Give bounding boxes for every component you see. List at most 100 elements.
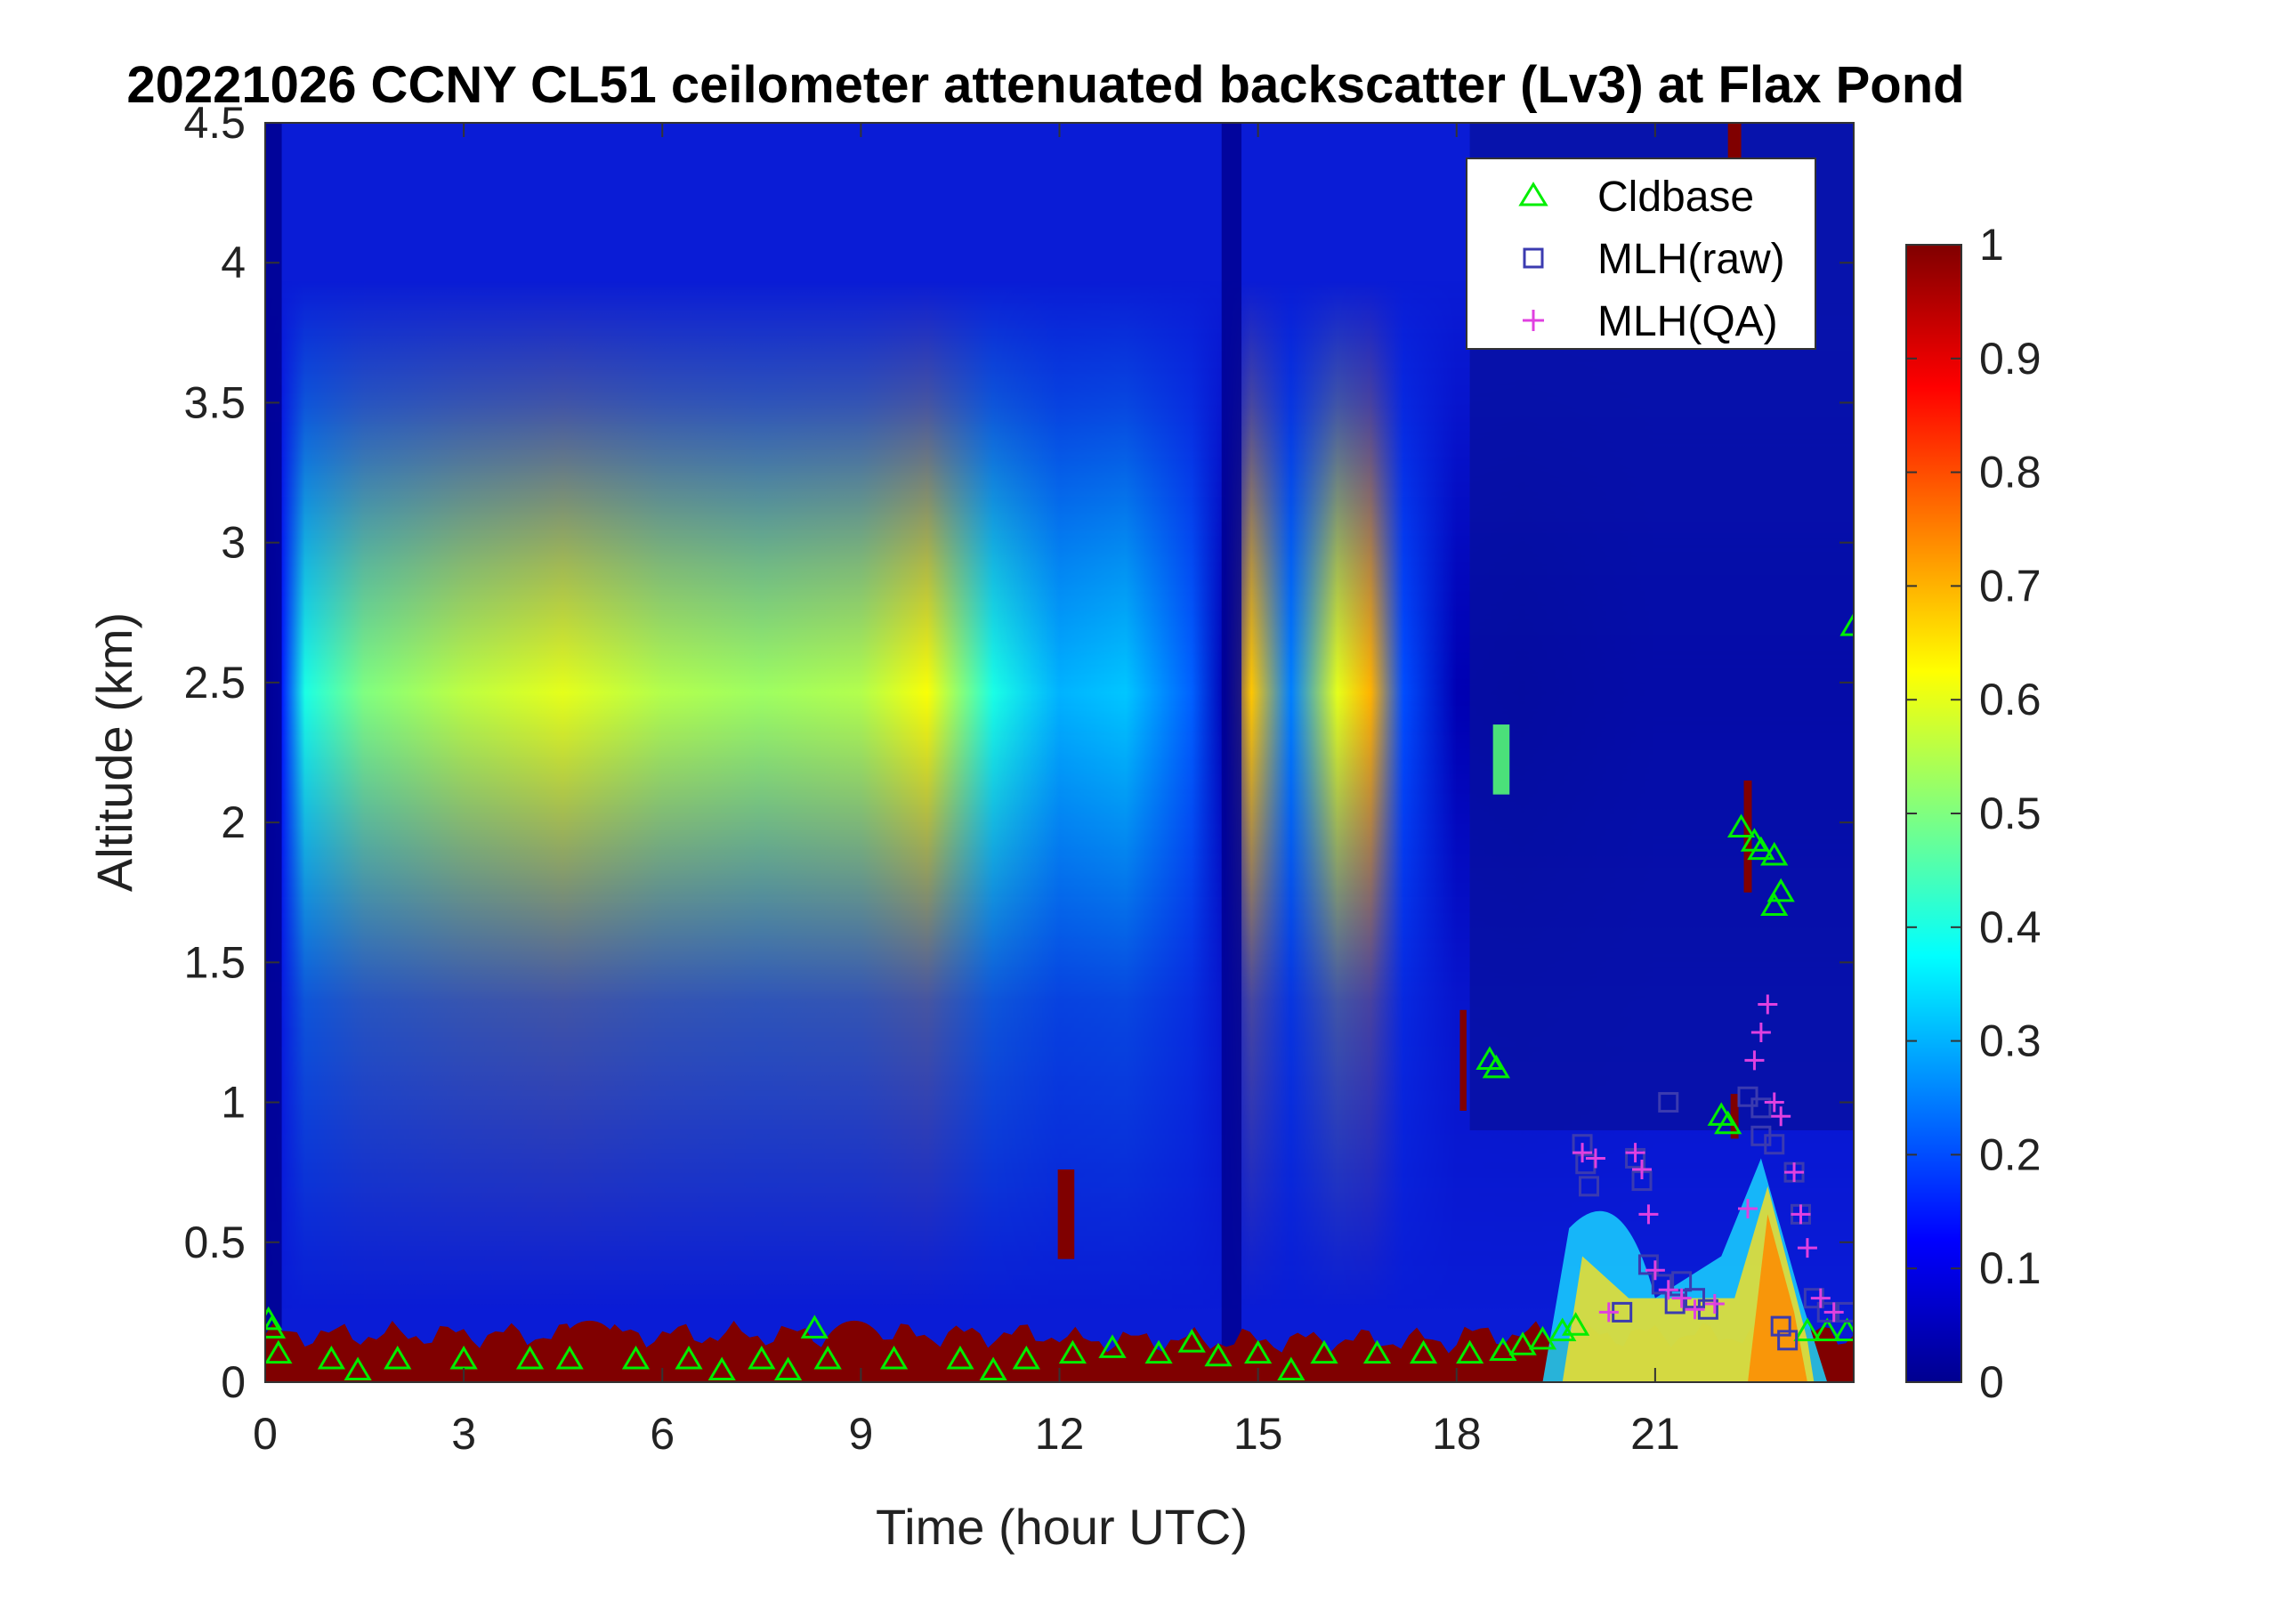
mlh-raw-marker: [1737, 1086, 1758, 1107]
colorbar-tick-label: 0.9: [1979, 334, 2041, 384]
colorbar-tick-label: 0.8: [1979, 448, 2041, 498]
mlh-qa-marker: [1797, 1238, 1817, 1258]
mlh-qa-marker: [1823, 1302, 1844, 1323]
mlh-raw-marker: [1579, 1176, 1599, 1197]
y-tick-label: 3.5: [183, 377, 246, 427]
cldbase-marker: [265, 1339, 293, 1364]
cloud-patch: [1057, 1169, 1075, 1259]
mlh-qa-marker: [1685, 1299, 1705, 1320]
legend-label: MLH(raw): [1597, 236, 1785, 283]
cldbase-marker: [1548, 1317, 1577, 1341]
cldbase-marker: [317, 1345, 345, 1370]
x-tick-label: 12: [1035, 1409, 1085, 1459]
cldbase-marker: [1144, 1339, 1173, 1364]
cldbase-marker: [1562, 1312, 1590, 1336]
cldbase-marker: [879, 1345, 909, 1370]
mlh-qa-marker: [1632, 1160, 1652, 1180]
cldbase-marker: [1177, 1329, 1206, 1353]
cldbase-marker: [1058, 1339, 1087, 1364]
mlh-qa-marker: [1791, 1204, 1811, 1225]
mlh-raw-marker: [1777, 1330, 1799, 1351]
y-axis-label: Altitude (km): [86, 612, 142, 892]
cldbase-marker: [1528, 1325, 1557, 1350]
cldbase-marker: [1793, 1317, 1822, 1341]
mlh-qa-marker: [1744, 1050, 1765, 1071]
legend-marker-cldbase: [1518, 182, 1548, 206]
cldbase-marker: [1456, 1339, 1484, 1364]
y-tick-label: 0: [221, 1357, 246, 1407]
cloud-top-artifact: [1727, 123, 1742, 166]
cldbase-marker: [800, 1315, 829, 1339]
x-axis: 0 3 6 9 12 15 18 21: [253, 123, 1680, 1459]
cldbase-marker: [1244, 1339, 1273, 1364]
y-tick-label: 1: [221, 1078, 246, 1128]
x-tick-label: 9: [848, 1409, 873, 1459]
y-tick-label: 3: [221, 518, 246, 568]
boundary-layer-core: [1562, 1185, 1815, 1382]
dark-streak: [1221, 123, 1242, 1382]
mlh-raw-marker: [1637, 1254, 1659, 1275]
legend-label: MLH(QA): [1597, 298, 1778, 345]
left-edge-band: [265, 123, 282, 1382]
aloft-aerosol-patch: [1492, 724, 1510, 795]
colorbar-tick-label: 0.1: [1979, 1243, 2041, 1293]
cldbase-marker: [1508, 1331, 1537, 1355]
y-tick-label: 4.5: [183, 98, 246, 148]
cldbase-marker: [748, 1345, 776, 1370]
cldbase-marker: [979, 1356, 1007, 1381]
x-tick-label: 6: [650, 1409, 675, 1459]
mlh-raw-marker: [1764, 1134, 1785, 1155]
cldbase-marker: [1310, 1339, 1338, 1364]
mlh-qa-marker: [1645, 1260, 1665, 1281]
cldbase-marker: [555, 1345, 584, 1370]
surface-layer: [265, 1321, 1854, 1382]
mlh-qa-marker: [1638, 1204, 1659, 1225]
colorbar-tick-label: 0.2: [1979, 1129, 2041, 1179]
cldbase-marker: [1760, 841, 1789, 866]
series-mlh-qa-: [1572, 994, 1844, 1323]
series-cldbase: [265, 612, 1854, 1381]
legend: Cldbase MLH(raw) MLH(QA): [1466, 158, 1816, 350]
mlh-raw-marker: [1651, 1274, 1672, 1295]
cldbase-marker: [1726, 813, 1756, 837]
cldbase-marker: [1813, 1317, 1841, 1341]
mlh-qa-marker: [1671, 1288, 1692, 1308]
cldbase-marker: [675, 1345, 703, 1370]
mlh-raw-marker: [1770, 1315, 1791, 1337]
mlh-qa-marker: [1704, 1293, 1725, 1314]
mlh-qa-marker: [1598, 1302, 1619, 1323]
cldbase-marker: [1714, 1110, 1742, 1135]
colorbar-tick-label: 0.5: [1979, 789, 2041, 838]
mlh-qa-marker: [1572, 1143, 1593, 1163]
markers: [265, 612, 1854, 1381]
legend-marker-mlh-raw: [1523, 247, 1544, 269]
mlh-qa-marker: [1738, 1199, 1758, 1219]
cldbase-marker: [1012, 1345, 1040, 1370]
cldbase-marker: [1760, 892, 1789, 917]
mlh-qa-marker: [1784, 1162, 1805, 1183]
mlh-qa-marker: [1625, 1143, 1645, 1163]
cldbase-marker: [515, 1345, 545, 1370]
colorbar-tick-label: 0.3: [1979, 1016, 2041, 1066]
cldbase-marker: [344, 1356, 372, 1381]
cloud-patch: [1459, 1009, 1467, 1111]
mlh-qa-marker: [1771, 1106, 1791, 1127]
colorbar-tick-label: 0.7: [1979, 561, 2041, 611]
legend-marker-mlh-qa: [1523, 310, 1544, 331]
mlh-raw-marker: [1750, 1097, 1772, 1119]
legend-label: Cldbase: [1597, 174, 1754, 221]
cldbase-marker: [1766, 878, 1795, 902]
cldbase-marker: [1482, 1054, 1510, 1079]
y-tick-label: 4: [221, 238, 246, 287]
cldbase-marker: [1362, 1339, 1392, 1364]
cldbase-marker: [1839, 612, 1854, 636]
x-tick-label: 0: [253, 1409, 278, 1459]
x-tick-label: 15: [1233, 1409, 1283, 1459]
chart-title: 20221026 CCNY CL51 ceilometer attenuated…: [126, 56, 1964, 114]
mlh-qa-marker: [1758, 994, 1778, 1015]
colorbar-tick-label: 0: [1979, 1357, 2004, 1407]
colorbar-tick-label: 1: [1979, 220, 2004, 270]
mlh-raw-marker: [1664, 1293, 1686, 1315]
y-tick-label: 2.5: [183, 658, 246, 708]
